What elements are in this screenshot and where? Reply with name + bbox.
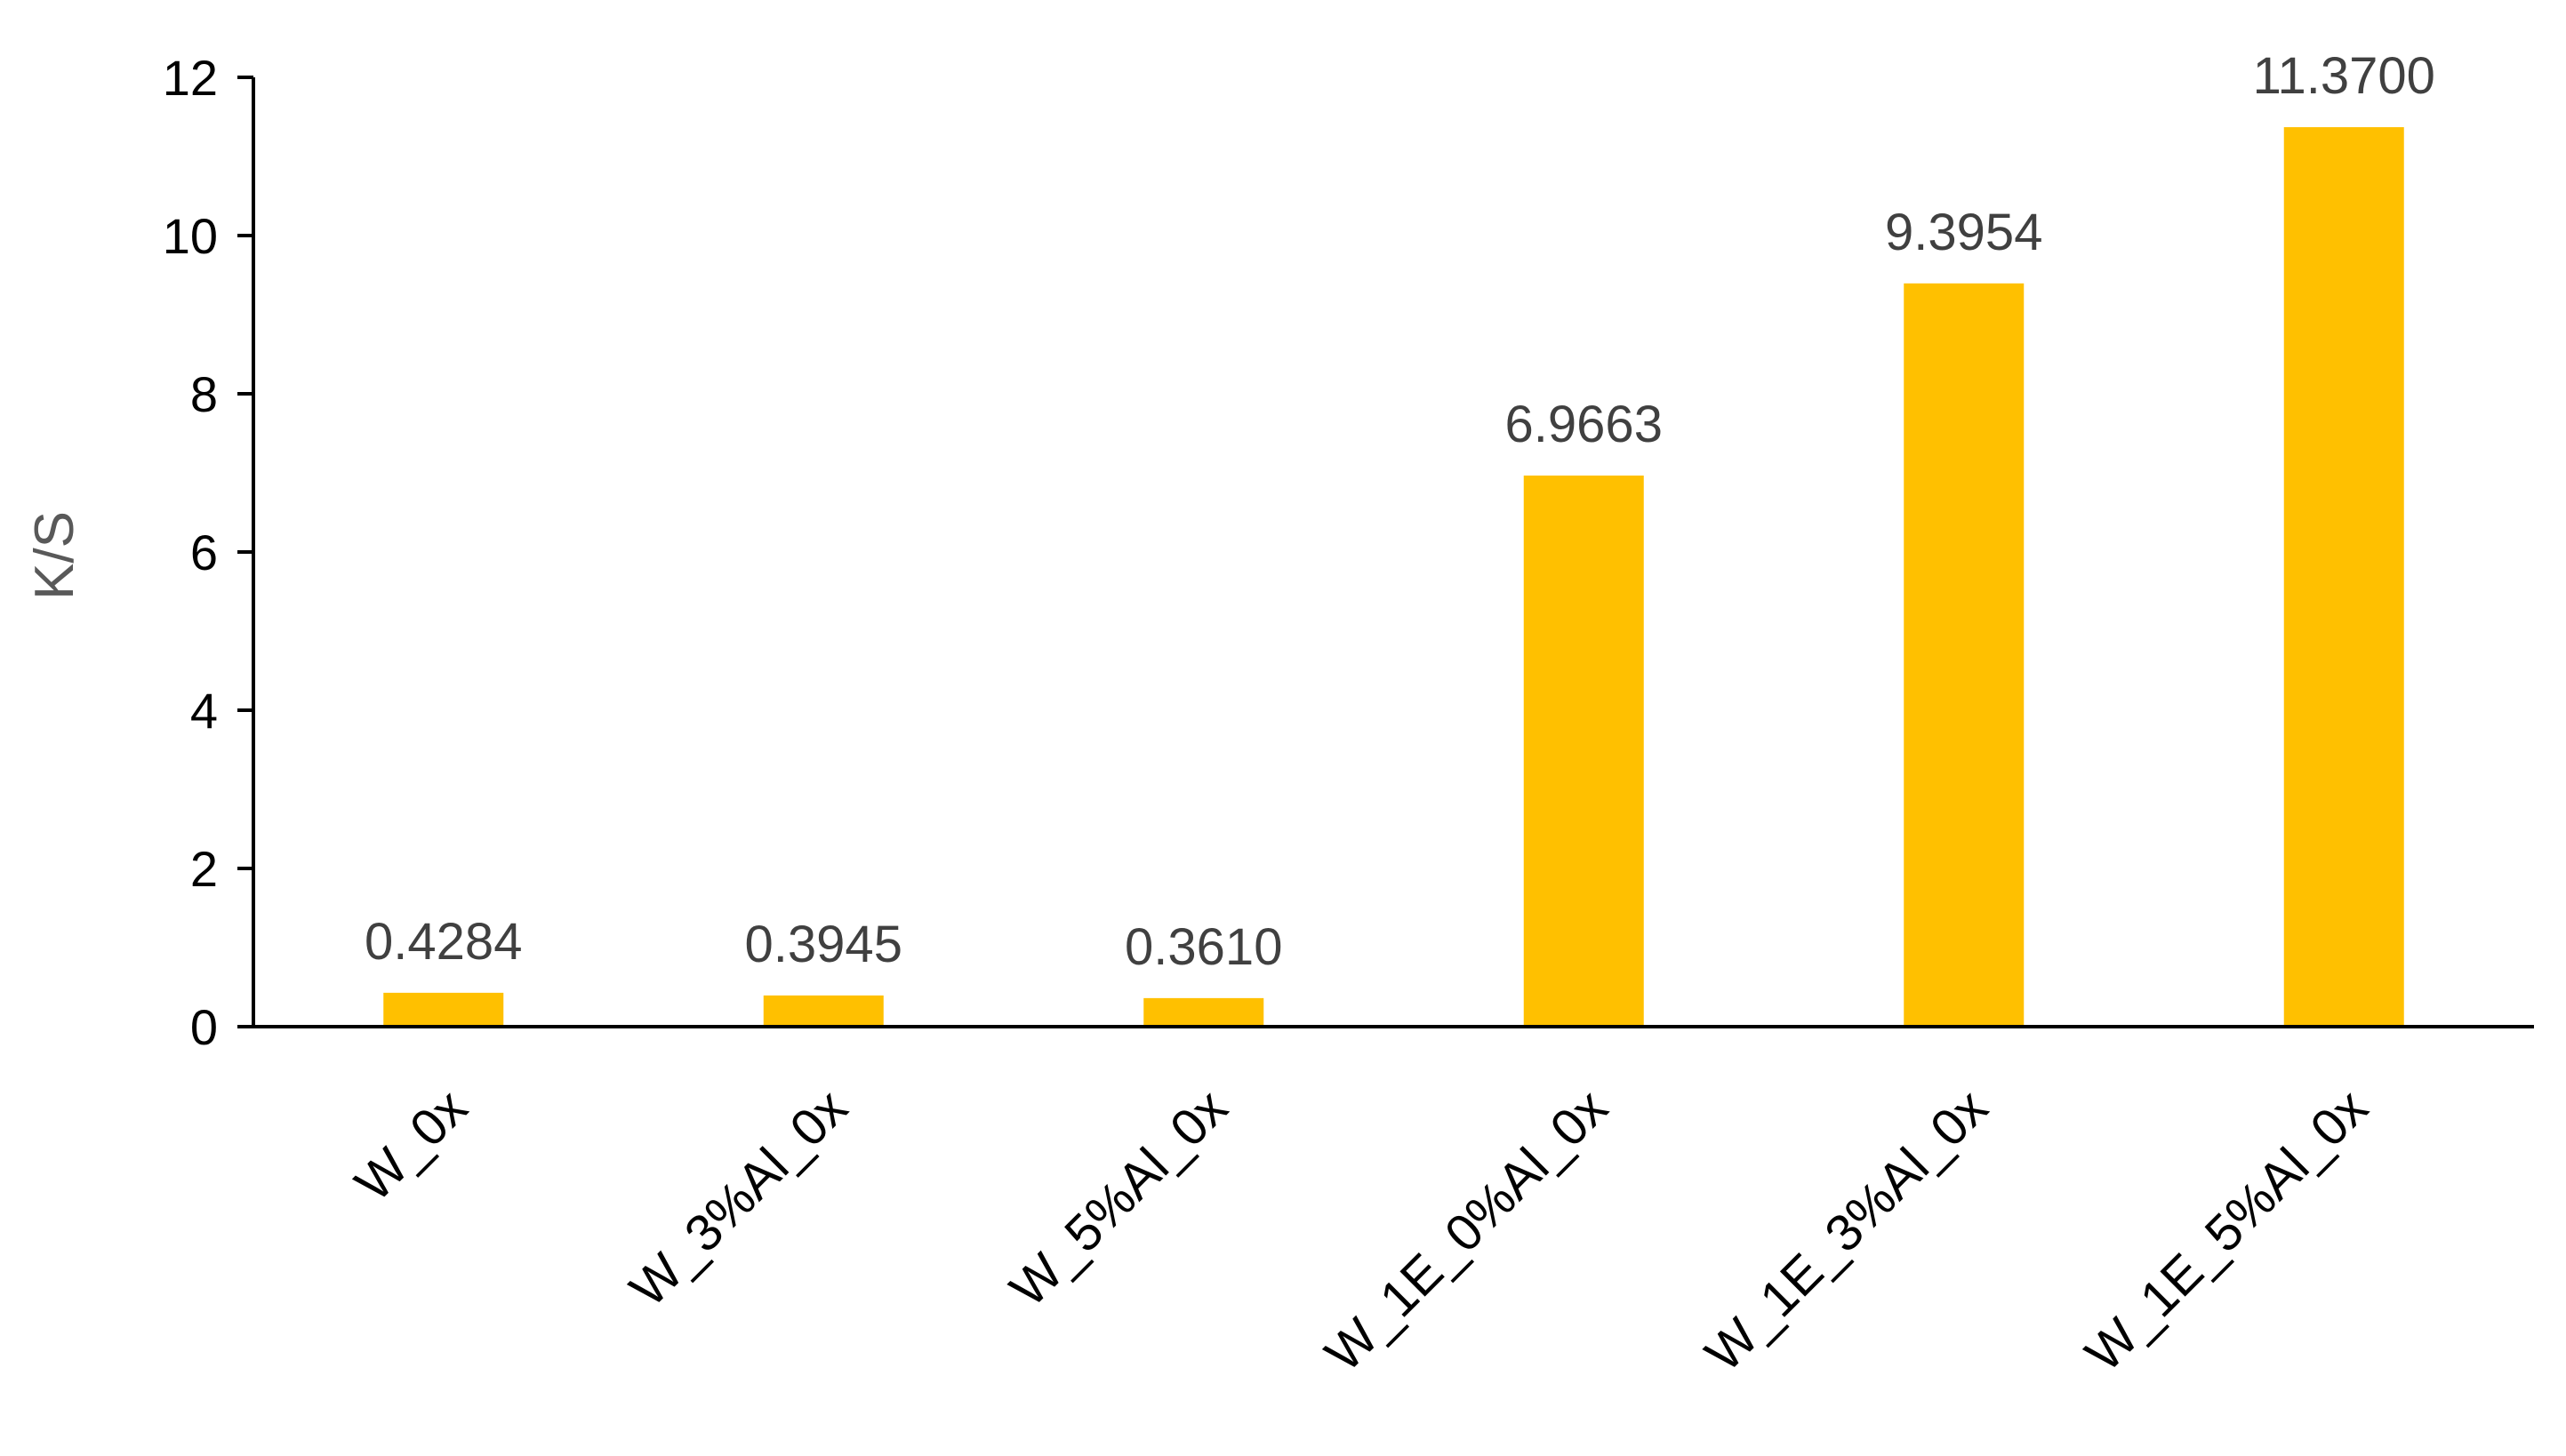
y-axis: 0 2 4 6 8 10 12 [163, 50, 255, 1055]
bar [2283, 127, 2404, 1027]
y-tick-label: 12 [163, 50, 218, 106]
y-tick-label: 4 [190, 683, 218, 739]
x-tick-labels-group: W_0x W_3%Al_0x W_5%Al_0x W_1E_0%Al_0x W_1E_3… [344, 1078, 2378, 1382]
bar [1904, 283, 2025, 1027]
x-tick-label: W_3%Al_0x [619, 1078, 858, 1317]
bar [383, 992, 504, 1027]
y-tick-label: 0 [190, 999, 218, 1055]
y-tick-label: 2 [190, 841, 218, 897]
data-labels-group: 0.4284 0.3945 0.3610 6.9663 9.3954 11.3700 [365, 47, 2435, 976]
data-label: 0.3945 [745, 916, 902, 973]
x-tick-label: W_1E_5%Al_0x [2074, 1078, 2378, 1382]
y-axis-title: K/S [24, 511, 85, 600]
y-axis-title-group: K/S [24, 511, 85, 600]
bars-group [383, 127, 2404, 1027]
bar [1523, 475, 1644, 1027]
x-tick-label: W_1E_3%Al_0x [1695, 1078, 1999, 1382]
x-tick-label: W_5%Al_0x [999, 1078, 1239, 1317]
y-tick-label: 6 [190, 524, 218, 580]
data-label: 6.9663 [1505, 396, 1663, 453]
bar [1143, 997, 1264, 1027]
x-tick-label: W_1E_0%Al_0x [1314, 1078, 1618, 1382]
data-label: 0.3610 [1125, 918, 1282, 976]
data-label: 9.3954 [1885, 204, 2042, 261]
data-label: 11.3700 [2253, 47, 2435, 105]
bar [763, 995, 884, 1027]
y-tick-label: 10 [163, 208, 218, 264]
y-tick-label: 8 [190, 366, 218, 422]
x-tick-label: W_0x [344, 1078, 478, 1212]
data-label: 0.4284 [365, 913, 522, 971]
